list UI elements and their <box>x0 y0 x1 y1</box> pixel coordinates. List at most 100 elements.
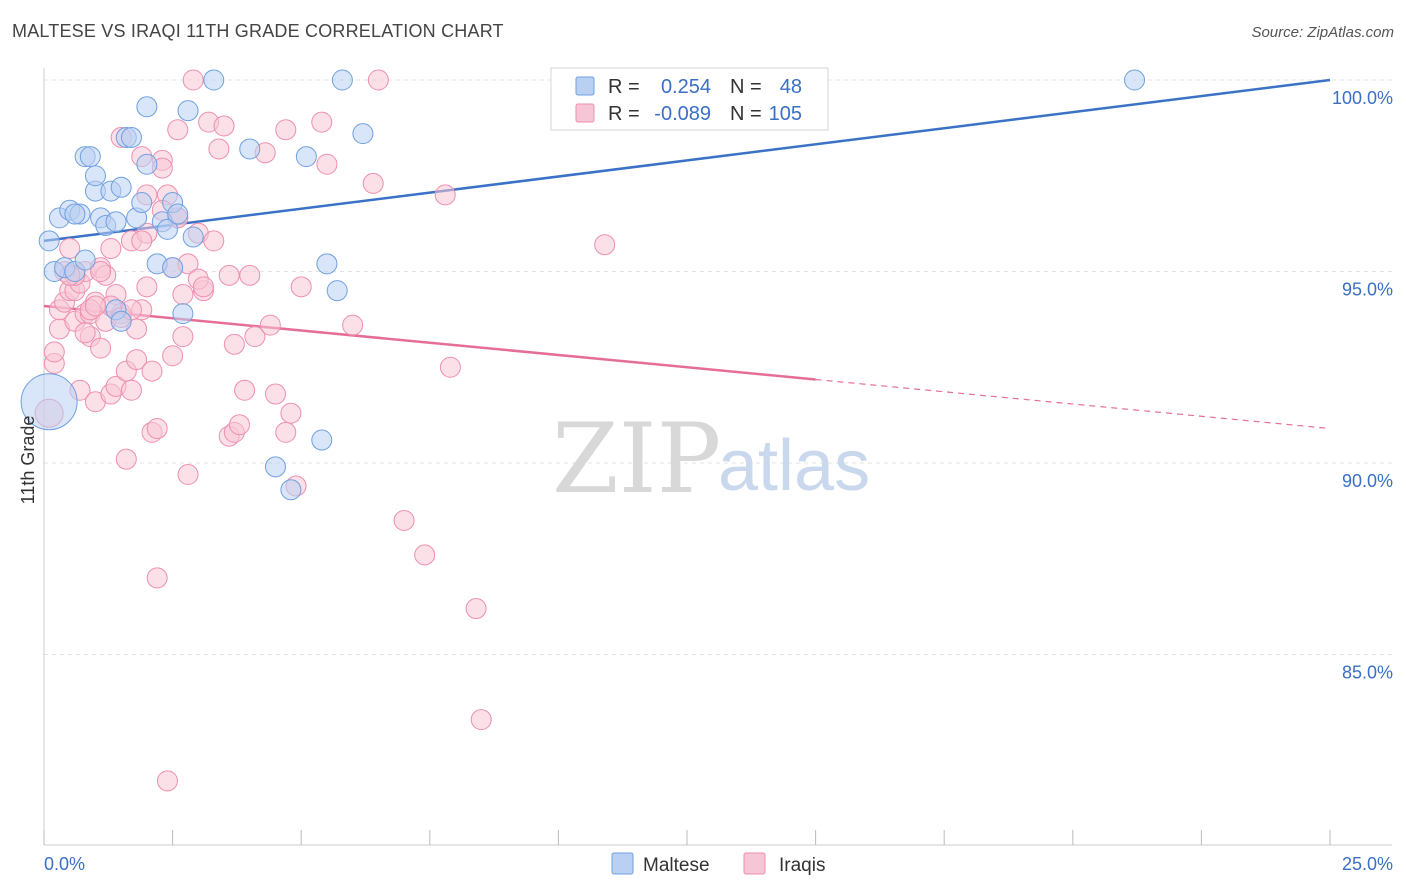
iraqis-point <box>74 322 96 344</box>
maltese-point <box>182 226 204 248</box>
iraqis-point <box>362 172 384 194</box>
legend-item-iraqis[interactable]: Iraqis <box>743 852 825 876</box>
legend-swatch <box>611 852 634 875</box>
legend-r-label: R = <box>608 103 640 125</box>
legend-label: Maltese <box>643 855 710 876</box>
iraqis-point <box>172 326 194 348</box>
y-tick-label: 100.0% <box>1332 88 1393 108</box>
y-tick-label: 95.0% <box>1342 280 1393 300</box>
maltese-point <box>110 176 132 198</box>
maltese-point <box>326 280 348 302</box>
maltese-point <box>331 69 353 91</box>
iraqis-point <box>156 770 178 792</box>
iraqis-point <box>218 264 240 286</box>
iraqis-point <box>203 230 225 252</box>
iraqis-point <box>311 111 333 133</box>
maltese-point <box>280 479 302 501</box>
iraqis-point <box>146 418 168 440</box>
maltese-point <box>177 100 199 122</box>
iraqis-trend-extension <box>815 378 1331 430</box>
watermark-zip: ZIP <box>552 403 721 515</box>
iraqis-point <box>280 402 302 424</box>
iraqis-point <box>594 234 616 256</box>
maltese-point <box>84 165 106 187</box>
iraqis-point <box>100 238 122 260</box>
iraqis-point <box>239 264 261 286</box>
iraqis-point <box>275 119 297 141</box>
legend-n-label: N = <box>730 76 762 98</box>
iraqis-point <box>167 119 189 141</box>
iraqis-point <box>290 276 312 298</box>
iraqis-point <box>434 184 456 206</box>
iraqis-point <box>223 333 245 355</box>
bottom-legend: Maltese Iraqis <box>611 852 825 876</box>
maltese-point <box>79 146 101 168</box>
top-legend: R = 0.254 N = 48 R = -0.089 N = 105 <box>550 67 829 131</box>
y-tick-labels: 85.0% 90.0% 95.0% 100.0% <box>1332 88 1393 683</box>
iraqis-point <box>275 421 297 443</box>
iraqis-point <box>126 349 148 371</box>
iraqis-point <box>414 544 436 566</box>
maltese-point <box>131 192 153 214</box>
iraqis-point <box>439 356 461 378</box>
legend-item-maltese[interactable]: Maltese <box>611 852 710 876</box>
iraqis-point <box>234 379 256 401</box>
iraqis-point <box>244 326 266 348</box>
legend-n-label: N = <box>730 103 762 125</box>
iraqis-point <box>367 69 389 91</box>
maltese-point <box>203 69 225 91</box>
iraqis-point <box>141 360 163 382</box>
gridlines <box>44 79 1392 655</box>
y-tick-label: 90.0% <box>1342 471 1393 491</box>
maltese-point <box>64 203 86 225</box>
iraqis-point <box>90 261 112 282</box>
maltese-point <box>352 123 374 145</box>
legend-r-value: 0.254 <box>661 76 711 98</box>
maltese-point <box>110 310 132 332</box>
trend-lines <box>43 78 1331 430</box>
iraqis-point <box>177 463 199 485</box>
watermark: ZIP atlas <box>552 403 870 515</box>
maltese-point <box>38 230 60 252</box>
x-tick-labels: 0.0% 25.0% <box>44 854 1393 874</box>
maltese-point <box>136 96 158 118</box>
iraqis-point <box>316 153 338 175</box>
chart-title: MALTESE VS IRAQI 11TH GRADE CORRELATION … <box>12 21 504 41</box>
maltese-point <box>162 257 184 279</box>
maltese-point <box>20 373 78 431</box>
y-tick-label: 85.0% <box>1342 663 1393 683</box>
iraqis-point <box>43 341 65 363</box>
maltese-point <box>172 303 194 325</box>
iraqis-point <box>259 314 281 336</box>
iraqis-point <box>228 414 250 436</box>
iraqis-trend-line <box>43 304 816 381</box>
iraqis-point <box>342 314 364 336</box>
legend-r-label: R = <box>608 76 640 98</box>
iraqis-point <box>90 337 112 359</box>
legend-swatch <box>743 852 766 875</box>
maltese-point <box>136 153 158 175</box>
iraqis-point <box>465 598 487 620</box>
iraqis-point <box>172 283 194 305</box>
iraqis-point <box>162 345 184 367</box>
x-tick-label: 0.0% <box>44 854 85 874</box>
y-axis-title: 11th Grade <box>18 416 38 505</box>
maltese-point <box>74 249 96 271</box>
iraqis-point <box>208 138 230 160</box>
maltese-point <box>156 218 178 240</box>
x-tick-label: 25.0% <box>1342 854 1393 874</box>
maltese-point <box>295 146 317 168</box>
legend-n-value: 105 <box>769 103 802 125</box>
watermark-atlas: atlas <box>718 426 870 506</box>
iraqis-point <box>120 379 142 401</box>
legend-box <box>550 67 829 131</box>
maltese-point <box>105 211 127 233</box>
iraqis-point <box>115 448 137 470</box>
maltese-point <box>239 138 261 160</box>
iraqis-point <box>84 295 106 317</box>
iraqis-point <box>264 383 286 405</box>
legend-label: Iraqis <box>779 855 825 876</box>
legend-swatch <box>575 103 595 123</box>
iraqis-point <box>136 276 158 298</box>
